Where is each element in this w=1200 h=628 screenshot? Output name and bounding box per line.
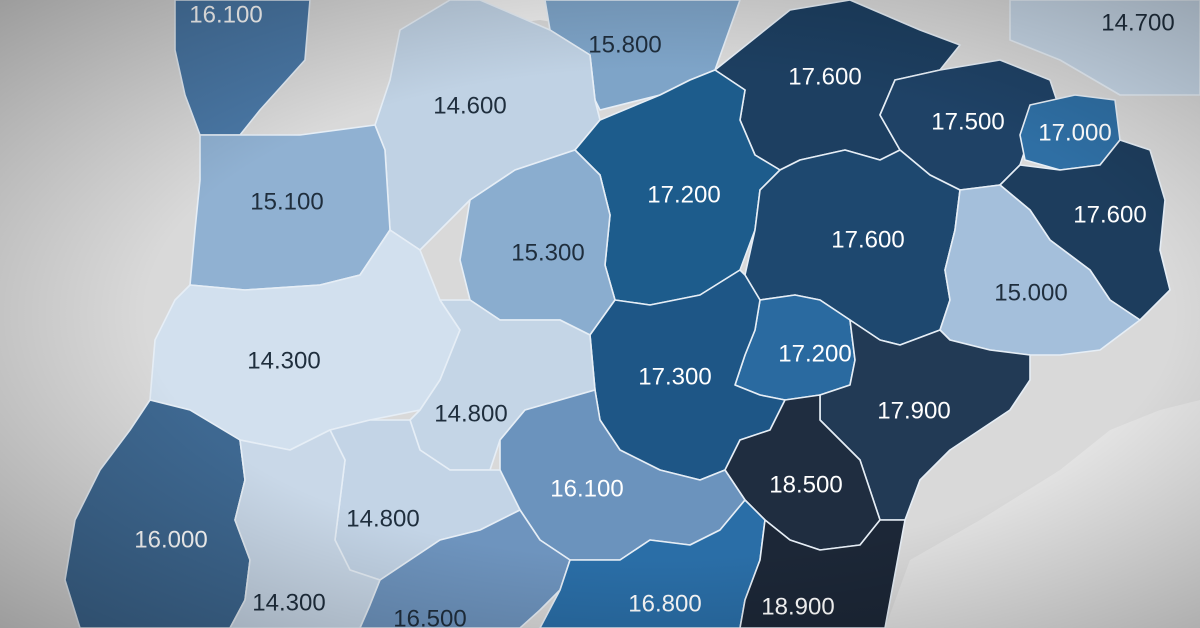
region-7: 15.100: [189, 124, 391, 291]
region-11: 15.300: [459, 149, 616, 336]
region-22: 14.300: [229, 429, 381, 628]
region-value-label: 17.600: [788, 63, 861, 90]
region-value-label: 14.300: [247, 347, 320, 374]
region-25: 18.900: [739, 519, 906, 628]
region-value-label: 16.100: [189, 1, 262, 28]
region-10: 17.600: [999, 139, 1171, 321]
region-value-label: 15.100: [250, 188, 323, 215]
region-15: 17.300: [589, 269, 786, 481]
region-17: 14.800: [409, 299, 596, 471]
region-value-label: 14.800: [346, 505, 419, 532]
region-shape: [1009, 0, 1200, 96]
region-2: 14.700: [1009, 0, 1200, 96]
region-value-label: 15.000: [994, 279, 1067, 306]
sea-area: [885, 400, 1200, 628]
region-13: 14.300: [149, 229, 461, 451]
region-value-label: 14.800: [434, 400, 507, 427]
region-value-label: 14.600: [433, 92, 506, 119]
region-value-label: 17.200: [778, 340, 851, 367]
region-value-label: 17.600: [1073, 201, 1146, 228]
region-value-label: 14.300: [252, 589, 325, 616]
region-value-label: 16.500: [393, 605, 466, 628]
region-6: 17.000: [1019, 94, 1121, 171]
region-value-label: 14.700: [1101, 9, 1174, 36]
region-value-label: 17.500: [931, 108, 1004, 135]
region-value-label: 16.100: [550, 475, 623, 502]
region-value-label: 17.600: [831, 226, 904, 253]
region-value-label: 18.900: [761, 593, 834, 620]
region-value-label: 17.200: [647, 181, 720, 208]
region-value-label: 15.800: [588, 31, 661, 58]
region-value-label: 17.000: [1038, 119, 1111, 146]
region-value-label: 15.300: [511, 239, 584, 266]
region-12: 15.000: [939, 184, 1141, 356]
region-value-label: 16.800: [628, 590, 701, 617]
region-value-label: 18.500: [769, 471, 842, 498]
region-5: 17.500: [879, 59, 1061, 191]
region-value-label: 16.000: [134, 526, 207, 553]
region-0: 16.100: [174, 0, 311, 136]
region-value-label: 17.300: [638, 363, 711, 390]
region-shape: [939, 184, 1141, 356]
region-14: 17.200: [734, 294, 856, 401]
region-shape: [739, 519, 906, 628]
region-value-label: 17.900: [877, 397, 950, 424]
